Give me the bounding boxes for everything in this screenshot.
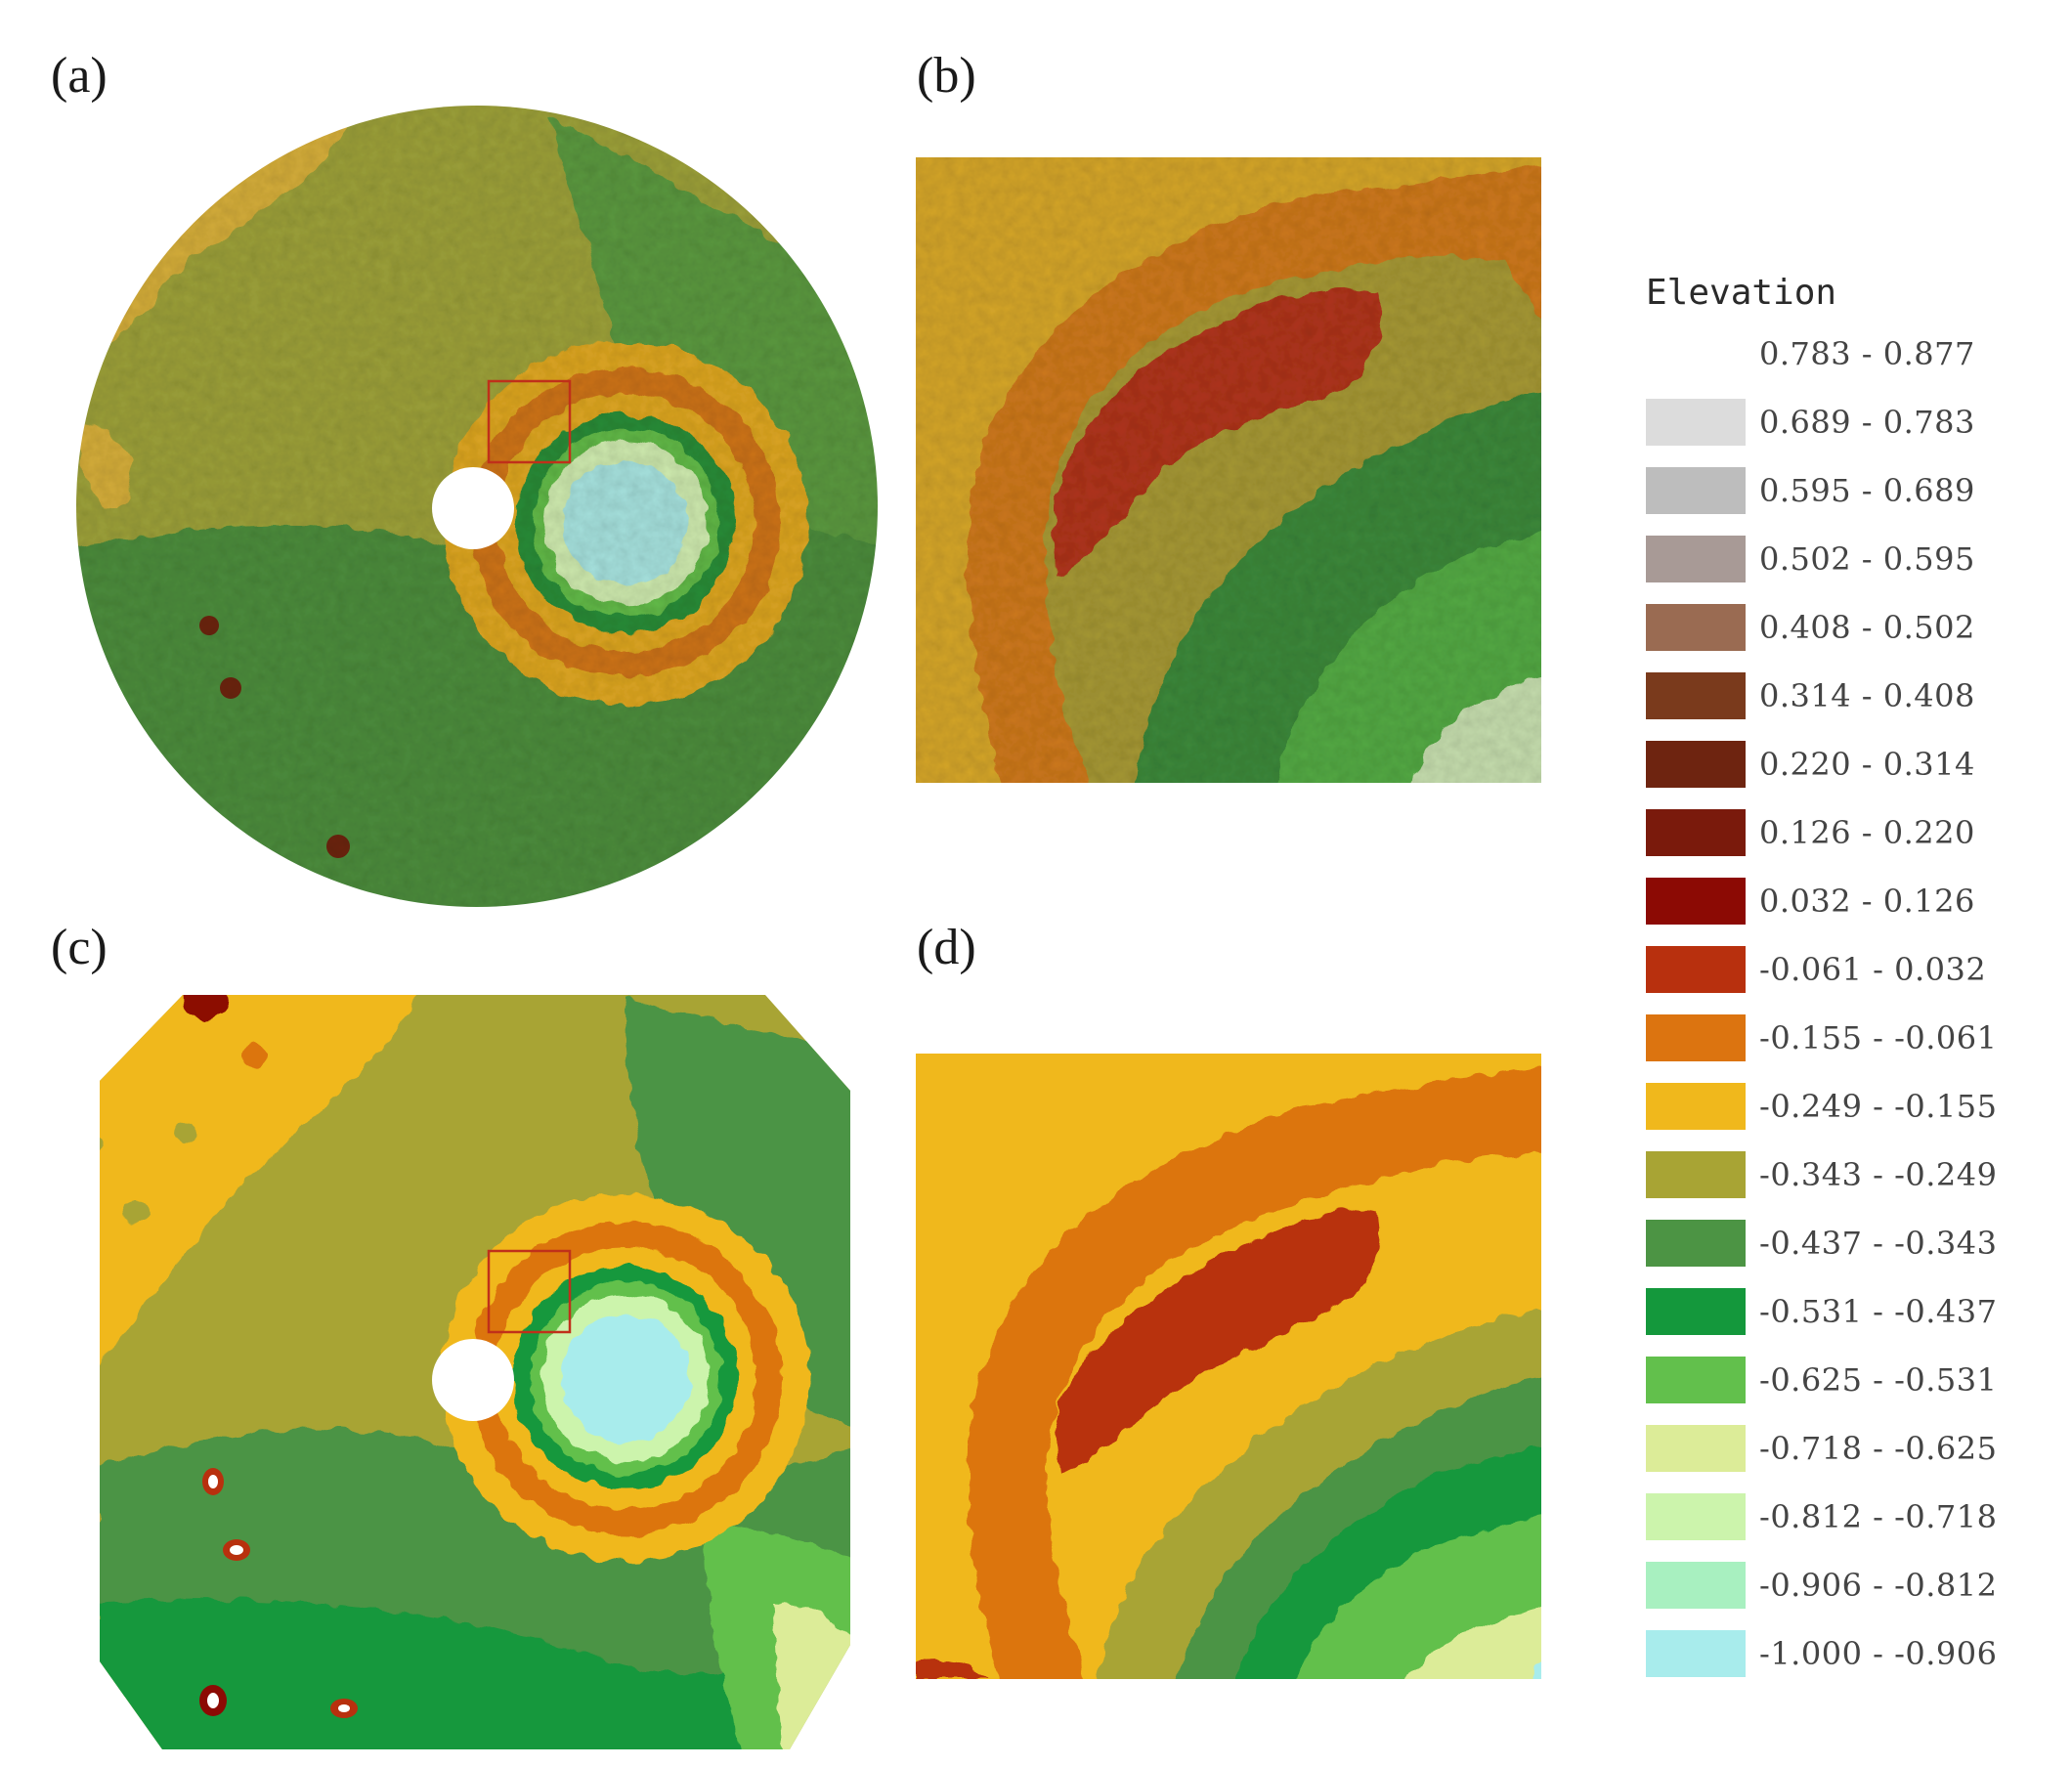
legend-range-label: -0.718 - -0.625 <box>1759 1430 1998 1467</box>
legend-swatch <box>1646 878 1746 925</box>
panel-label-d: (d) <box>917 920 976 975</box>
legend-swatch <box>1646 1220 1746 1267</box>
legend-swatch <box>1646 1630 1746 1677</box>
map-c-classified <box>100 995 850 1749</box>
legend-item: 0.595 - 0.689 <box>1646 460 2056 529</box>
legend-item: -0.437 - -0.343 <box>1646 1213 2056 1281</box>
legend-item: 0.689 - 0.783 <box>1646 392 2056 460</box>
legend-range-label: 0.595 - 0.689 <box>1759 472 1975 509</box>
legend-swatch <box>1646 399 1746 446</box>
legend-swatch <box>1646 946 1746 993</box>
legend-range-label: -0.906 - -0.812 <box>1759 1567 1998 1604</box>
legend-title: Elevation <box>1646 273 1837 313</box>
legend-range-label: 0.220 - 0.314 <box>1759 746 1975 783</box>
legend-range-label: -0.437 - -0.343 <box>1759 1225 1998 1262</box>
panel-label-a: (a) <box>51 48 108 104</box>
legend-swatch <box>1646 1357 1746 1403</box>
legend-swatch <box>1646 467 1746 514</box>
panel-label-c: (c) <box>51 920 108 975</box>
legend-range-label: -0.812 - -0.718 <box>1759 1498 1998 1535</box>
legend-swatch <box>1646 1425 1746 1472</box>
legend-item: -0.906 - -0.812 <box>1646 1555 2056 1623</box>
legend-swatch <box>1646 1562 1746 1609</box>
legend-range-label: -1.000 - -0.906 <box>1759 1635 1998 1672</box>
legend-item: 0.783 - 0.877 <box>1646 323 2056 392</box>
legend-range-label: -0.061 - 0.032 <box>1759 951 1987 988</box>
legend-swatch <box>1646 1014 1746 1061</box>
legend-range-label: -0.625 - -0.531 <box>1759 1361 1998 1399</box>
legend-range-label: -0.531 - -0.437 <box>1759 1293 1998 1330</box>
legend-swatch <box>1646 809 1746 856</box>
legend-range-label: 0.032 - 0.126 <box>1759 883 1975 920</box>
legend-item: 0.126 - 0.220 <box>1646 802 2056 871</box>
legend-swatch <box>1646 1493 1746 1540</box>
legend-range-label: -0.343 - -0.249 <box>1759 1156 1998 1193</box>
legend-range-label: 0.408 - 0.502 <box>1759 609 1975 646</box>
legend-item: -0.812 - -0.718 <box>1646 1487 2056 1555</box>
map-a-center-hole <box>432 467 514 549</box>
legend-swatch <box>1646 672 1746 719</box>
legend-item: -0.343 - -0.249 <box>1646 1144 2056 1213</box>
elevation-legend: Elevation 0.783 - 0.877 0.689 - 0.783 0.59… <box>1646 269 2056 1692</box>
legend-range-label: 0.783 - 0.877 <box>1759 335 1975 372</box>
legend-range-label: -0.249 - -0.155 <box>1759 1088 1998 1125</box>
legend-swatch <box>1646 536 1746 582</box>
map-c-center-hole <box>432 1339 514 1421</box>
legend-item: 0.314 - 0.408 <box>1646 666 2056 734</box>
legend-item: -0.155 - -0.061 <box>1646 1008 2056 1076</box>
legend-item: 0.220 - 0.314 <box>1646 734 2056 802</box>
legend-range-label: 0.126 - 0.220 <box>1759 814 1975 851</box>
panel-label-b: (b) <box>917 48 976 104</box>
legend-range-label: -0.155 - -0.061 <box>1759 1019 1998 1056</box>
legend-item: -0.718 - -0.625 <box>1646 1418 2056 1487</box>
legend-item: -0.531 - -0.437 <box>1646 1281 2056 1350</box>
legend-item: -0.061 - 0.032 <box>1646 939 2056 1008</box>
map-d-classified <box>916 1054 1541 1679</box>
legend-swatch <box>1646 741 1746 788</box>
legend-items: 0.783 - 0.877 0.689 - 0.783 0.595 - 0.689 0… <box>1646 323 2056 1692</box>
legend-item: -0.625 - -0.531 <box>1646 1350 2056 1418</box>
legend-swatch <box>1646 330 1746 377</box>
legend-item: -1.000 - -0.906 <box>1646 1623 2056 1692</box>
legend-swatch <box>1646 1151 1746 1198</box>
legend-swatch <box>1646 1083 1746 1130</box>
legend-range-label: 0.314 - 0.408 <box>1759 677 1975 714</box>
legend-item: 0.408 - 0.502 <box>1646 597 2056 666</box>
legend-item: -0.249 - -0.155 <box>1646 1076 2056 1144</box>
legend-item: 0.032 - 0.126 <box>1646 871 2056 939</box>
legend-range-label: 0.502 - 0.595 <box>1759 540 1975 578</box>
legend-swatch <box>1646 604 1746 651</box>
legend-swatch <box>1646 1288 1746 1335</box>
legend-range-label: 0.689 - 0.783 <box>1759 404 1975 441</box>
legend-item: 0.502 - 0.595 <box>1646 529 2056 597</box>
map-b-shaded-dem <box>916 157 1541 783</box>
